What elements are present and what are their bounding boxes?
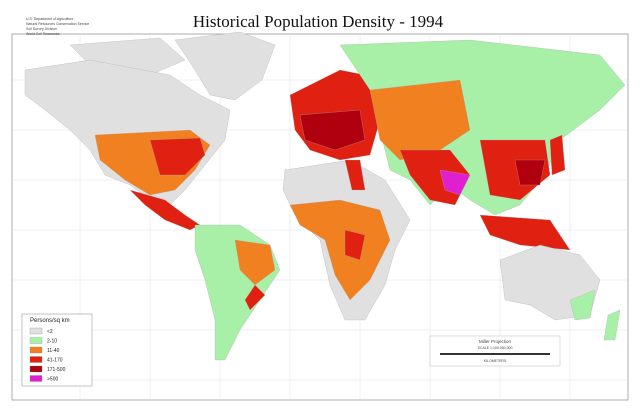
legend-swatch [29, 337, 43, 344]
scale-box [429, 335, 561, 367]
legend-swatch [29, 375, 43, 382]
legend-label: >500 [47, 377, 58, 383]
scale-bar [440, 353, 550, 355]
scale-title: Miller Projection [479, 339, 512, 344]
legend-label: <2 [47, 329, 53, 335]
legend: Persons/sq km <2 2-10 11-40 41-170 171-500 >5… [21, 313, 93, 387]
agency-line: U.S. Department of Agriculture [26, 17, 74, 21]
agency-line: Soil Survey Division [26, 27, 57, 31]
agency-line: World Soil Resources [26, 32, 60, 36]
legend-title: Persons/sq km [30, 318, 70, 324]
scale-block: Miller Projection SCALE 1:100,000,000 KI… [429, 335, 561, 367]
map-title: Historical Population Density - 1994 [193, 12, 444, 31]
legend-label: 171-500 [47, 367, 66, 373]
scale-subtitle: SCALE 1:100,000,000 [478, 346, 513, 350]
legend-swatch [29, 346, 43, 354]
legend-swatch [29, 327, 43, 335]
legend-swatch [29, 365, 43, 373]
legend-swatch [29, 356, 43, 363]
agency-block: U.S. Department of Agriculture Natural R… [26, 17, 89, 36]
legend-label: 11-40 [47, 348, 60, 354]
land [24, 31, 626, 361]
legend-label: 41-170 [47, 358, 63, 364]
agency-line: Natural Resources Conservation Service [26, 22, 89, 26]
scale-unit: KILOMETERS [484, 359, 507, 363]
legend-label: 2-10 [47, 339, 57, 345]
